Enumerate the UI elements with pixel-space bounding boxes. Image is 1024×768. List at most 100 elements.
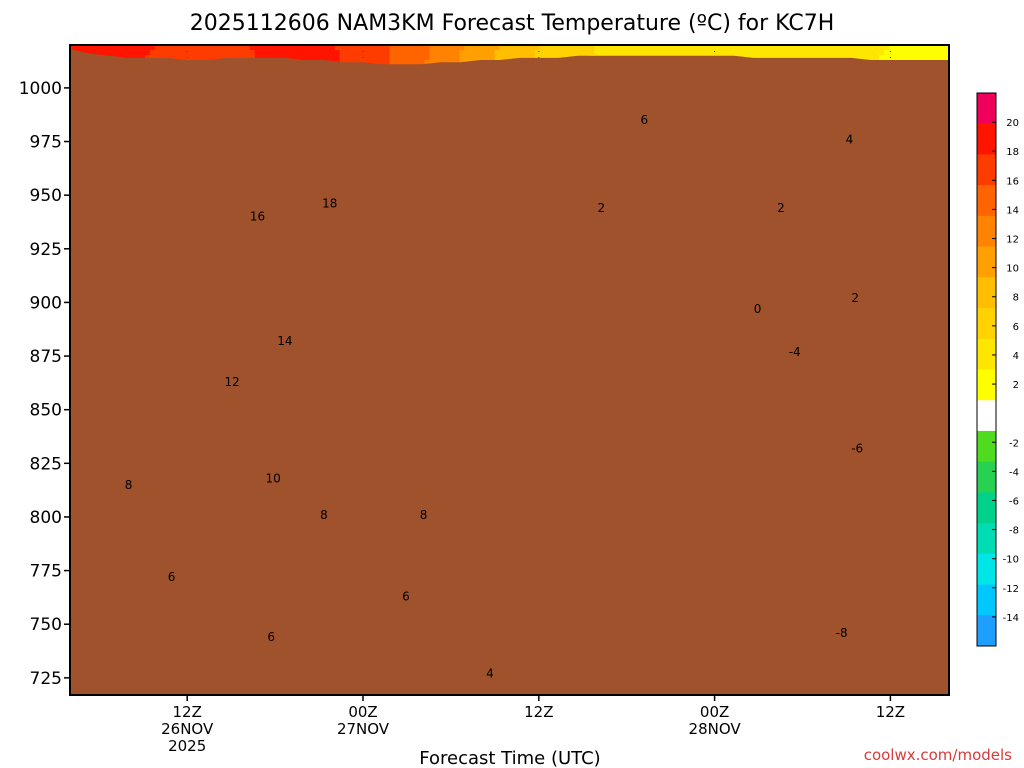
contour-label: 8 (320, 508, 328, 522)
temperature-cell-row (429, 50, 461, 56)
temperature-cell-row (389, 60, 426, 66)
temperature-cell-row (494, 50, 536, 56)
colorbar-swatch (977, 185, 996, 217)
y-tick-label: 750 (30, 615, 62, 635)
y-tick-label: 1000 (19, 79, 62, 99)
y-tick-label: 925 (30, 240, 62, 260)
colorbar-tick-label: 18 (1006, 147, 1019, 158)
contour-label: 2 (851, 291, 859, 305)
y-tick-label: 725 (30, 669, 62, 689)
temperature-cell-row (334, 45, 391, 51)
colorbar-swatch (977, 400, 996, 432)
contour-label: -8 (836, 626, 848, 640)
x-tick-label: 26NOV (161, 720, 214, 738)
contour-label: 6 (402, 589, 410, 603)
colorbar-swatch (977, 369, 996, 401)
temperature-cell-row (249, 45, 336, 51)
contour-label: 4 (486, 667, 494, 681)
temperature-cell-row (339, 55, 391, 61)
temperature-cell-row (884, 50, 950, 56)
contour-label: 16 (250, 210, 265, 224)
temperature-cell-row (879, 55, 950, 61)
y-tick-label: 850 (30, 401, 62, 421)
y-axis: 725 750 775 800 825 850 875 900 925 950 975 1000 (19, 79, 70, 689)
colorbar-frame (976, 92, 997, 647)
y-tick-label: 950 (30, 186, 62, 206)
y-tick-label: 825 (30, 454, 62, 474)
y-tick-label: 775 (30, 562, 62, 582)
colorbar-tick-label: -8 (1009, 526, 1019, 537)
temperature-cell-row (154, 45, 251, 51)
temperature-cell-row (254, 55, 341, 61)
colorbar-swatch (977, 246, 996, 278)
y-tick-label: 975 (30, 133, 62, 153)
contour-label: 18 (322, 197, 337, 211)
contour-label: 6 (267, 630, 275, 644)
plot-area: 4 6 6 6 8 8 8 10 12 14 16 18 0 2 2 2 4 6 -4 -6 -8 (69, 44, 950, 696)
colorbar-tick-label: 20 (1006, 118, 1019, 129)
temperature-cell-row (70, 45, 156, 51)
colorbar-tick-label: 8 (1013, 293, 1019, 304)
temperature-cell-row (429, 45, 466, 51)
colorbar-swatch (977, 523, 996, 555)
temperature-cell-row (144, 55, 256, 61)
colorbar-tick-label: -14 (1003, 613, 1019, 624)
colorbar-tick-label: 14 (1006, 205, 1019, 216)
x-tick-label: 12Z (876, 703, 905, 721)
y-tick-label: 875 (30, 347, 62, 367)
chart-title: 2025112606 NAM3KM Forecast Temperature (… (190, 11, 835, 36)
contour-label: 12 (224, 375, 239, 389)
temperature-cell-row (464, 45, 501, 51)
colorbar-tick-label: 4 (1013, 351, 1019, 362)
temperature-cell-row (534, 50, 595, 56)
colorbar-swatch (977, 154, 996, 186)
ground-surface (70, 49, 949, 696)
temperature-cell-row (70, 50, 151, 56)
colorbar-swatch (977, 461, 996, 493)
temperature-cell-row (254, 50, 341, 56)
colorbar-swatch (977, 308, 996, 340)
colorbar-tick-label: 2 (1013, 380, 1019, 391)
temperature-cell-row (594, 50, 885, 56)
ground-surface-fill (70, 49, 949, 696)
temperature-cell-row (459, 55, 496, 61)
x-tick-label: 12Z (173, 703, 202, 721)
temperature-cell-row (429, 55, 461, 61)
temperature-cell-row (389, 55, 431, 61)
colorbar-swatch (977, 338, 996, 370)
colorbar-tick-label: 6 (1013, 322, 1019, 333)
contour-label: 8 (420, 508, 428, 522)
colorbar-tick-label: 10 (1006, 264, 1019, 275)
colorbar-swatch (977, 93, 996, 125)
temperature-cell-row (339, 50, 391, 56)
colorbar-swatch (977, 584, 996, 616)
contour-label: 2 (597, 201, 605, 215)
temperature-cell-row (499, 45, 541, 51)
temperature-cell-row (539, 45, 596, 51)
contour-label: 6 (168, 570, 176, 584)
temperature-cell-row (594, 45, 890, 51)
contour-label: -4 (789, 345, 801, 359)
x-tick-label: 28NOV (689, 720, 742, 738)
contour-label: 2 (777, 201, 785, 215)
colorbar-tick-label: -12 (1003, 584, 1019, 595)
colorbar-tick-label: 12 (1006, 235, 1019, 246)
x-tick-label: 2025 (168, 737, 206, 755)
contour-label: 4 (846, 132, 854, 146)
colorbar-tick-label: 16 (1006, 176, 1019, 187)
x-tick-label: 00Z (700, 703, 729, 721)
contour-label: 6 (640, 113, 648, 127)
plot-frame (69, 44, 950, 696)
y-tick-label: 900 (30, 293, 62, 313)
x-axis-label: Forecast Time (UTC) (419, 748, 600, 768)
temperature-cell-row (889, 45, 950, 51)
x-tick-label: 00Z (348, 703, 377, 721)
x-tick-label: 12Z (524, 703, 553, 721)
colorbar-swatch (977, 215, 996, 248)
temperature-cell-row (389, 50, 431, 56)
colorbar-swatch (977, 277, 996, 309)
colorbar-swatch (977, 615, 996, 647)
colorbar-tick-label: -4 (1009, 467, 1019, 478)
